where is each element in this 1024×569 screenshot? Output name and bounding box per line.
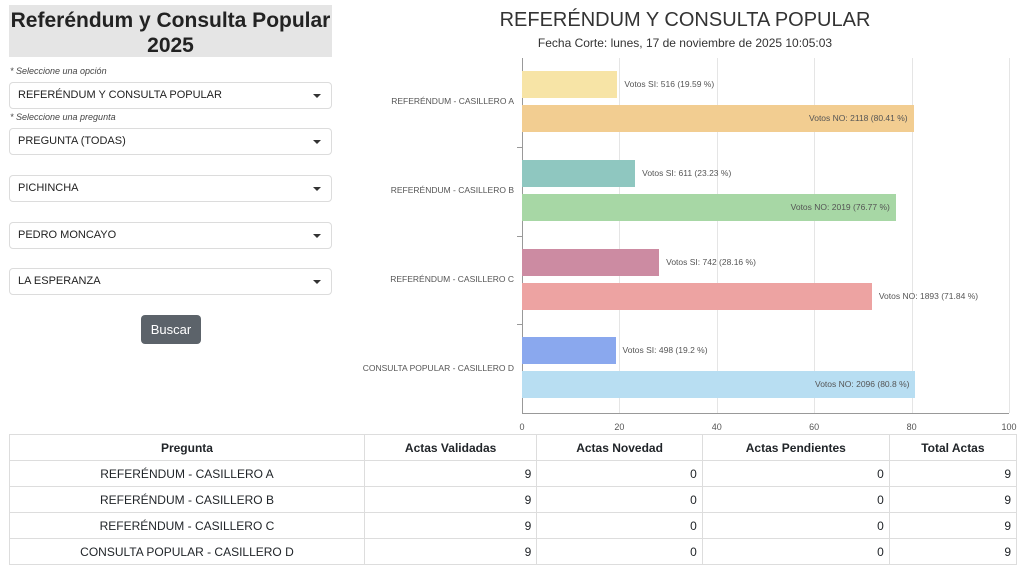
cell-value: 9 bbox=[888, 538, 1018, 565]
chart-title: REFERÉNDUM Y CONSULTA POPULAR bbox=[499, 9, 871, 31]
cell-value: 9 bbox=[363, 486, 538, 513]
bar-label: Votos SI: 516 (19.59 %) bbox=[624, 79, 715, 89]
cell-value: 0 bbox=[536, 538, 703, 565]
cell-value: 9 bbox=[888, 486, 1018, 513]
table-header-row: Pregunta Actas Validadas Actas Novedad Acta… bbox=[9, 434, 1018, 461]
x-tick-label: 80 bbox=[906, 422, 917, 432]
cell-question: CONSULTA POPULAR - CASILLERO D bbox=[9, 538, 365, 565]
bar-no[interactable] bbox=[522, 105, 914, 132]
y-tick bbox=[517, 324, 522, 326]
cell-value: 0 bbox=[701, 538, 890, 565]
parish-select-value: LA ESPERANZA bbox=[18, 275, 101, 287]
category-label: CONSULTA POPULAR - CASILLERO D bbox=[362, 362, 514, 373]
x-tick-label: 100 bbox=[1001, 422, 1017, 432]
bar-label: Votos SI: 742 (28.16 %) bbox=[666, 256, 756, 267]
bar-label: Votos NO: 2118 (80.41 %) bbox=[809, 113, 908, 123]
results-table: Pregunta Actas Validadas Actas Novedad Acta… bbox=[9, 434, 1018, 565]
option-select[interactable]: REFERÉNDUM Y CONSULTA POPULAR bbox=[9, 82, 332, 109]
bar-si[interactable] bbox=[522, 159, 636, 187]
bar-label: Votos NO: 2096 (80.8 %) bbox=[815, 379, 910, 390]
grid-line bbox=[814, 58, 816, 413]
chevron-down-icon bbox=[313, 187, 321, 191]
grid-line bbox=[619, 58, 621, 413]
cell-value: 0 bbox=[536, 486, 703, 513]
bar-label: Votos SI: 611 (23.23 %) bbox=[642, 167, 732, 178]
bar-si[interactable] bbox=[522, 248, 660, 276]
cell-value: 9 bbox=[888, 460, 1018, 487]
province-select[interactable]: PICHINCHA bbox=[9, 175, 332, 202]
cell-question: REFERÉNDUM - CASILLERO A bbox=[9, 460, 365, 487]
cell-value: 9 bbox=[888, 512, 1018, 539]
chevron-down-icon bbox=[313, 280, 321, 284]
option-label: * Seleccione una opción bbox=[10, 66, 107, 76]
canton-select-value: PEDRO MONCAYO bbox=[18, 229, 117, 241]
grid-line bbox=[911, 58, 913, 413]
question-select-value: PREGUNTA (TODAS) bbox=[18, 135, 126, 147]
question-label: * Seleccione una pregunta bbox=[10, 112, 116, 122]
category-label: REFERÉNDUM - CASILLERO A bbox=[391, 96, 514, 107]
bar-no[interactable] bbox=[522, 193, 896, 221]
grid-line bbox=[716, 58, 718, 413]
x-axis bbox=[522, 413, 1009, 414]
grid-line bbox=[1009, 58, 1010, 413]
canton-select[interactable]: PEDRO MONCAYO bbox=[9, 222, 332, 249]
cell-value: 9 bbox=[363, 512, 538, 539]
category-label: REFERÉNDUM - CASILLERO C bbox=[390, 273, 514, 284]
cell-value: 0 bbox=[701, 486, 890, 513]
option-select-value: REFERÉNDUM Y CONSULTA POPULAR bbox=[18, 89, 222, 101]
column-header: Total Actas bbox=[888, 434, 1018, 461]
column-header: Actas Pendientes bbox=[701, 434, 890, 461]
cell-value: 0 bbox=[536, 512, 703, 539]
chart-subtitle: Fecha Corte: lunes, 17 de noviembre de 2… bbox=[537, 36, 833, 50]
cell-question: REFERÉNDUM - CASILLERO C bbox=[9, 512, 365, 539]
bar-label: Votos NO: 2019 (76.77 %) bbox=[790, 201, 890, 212]
x-tick-label: 60 bbox=[809, 422, 820, 432]
bar-label: Votos NO: 1893 (71.84 %) bbox=[878, 290, 979, 301]
category-label: REFERÉNDUM - CASILLERO B bbox=[390, 185, 514, 196]
parish-select[interactable]: LA ESPERANZA bbox=[9, 268, 332, 295]
column-header: Actas Validadas bbox=[363, 434, 538, 461]
question-select[interactable]: PREGUNTA (TODAS) bbox=[9, 128, 332, 155]
y-tick bbox=[517, 235, 522, 237]
x-tick-label: 20 bbox=[614, 422, 625, 432]
cell-value: 9 bbox=[363, 538, 538, 565]
province-select-value: PICHINCHA bbox=[18, 182, 79, 194]
chevron-down-icon bbox=[313, 94, 321, 98]
cell-value: 0 bbox=[701, 512, 890, 539]
bar-si[interactable] bbox=[522, 337, 616, 365]
y-axis bbox=[522, 58, 523, 413]
search-button[interactable]: Buscar bbox=[141, 315, 201, 344]
bar-no[interactable] bbox=[522, 371, 916, 399]
cell-value: 9 bbox=[363, 460, 538, 487]
x-tick-label: 0 bbox=[519, 422, 525, 432]
column-header: Pregunta bbox=[9, 434, 365, 461]
cell-question: REFERÉNDUM - CASILLERO B bbox=[9, 486, 365, 513]
y-tick bbox=[517, 146, 522, 148]
bar-si[interactable] bbox=[522, 71, 618, 98]
bar-chart: 0 20 40 60 80 100 REFERÉNDUM - CASILLERO A Voto… bbox=[362, 58, 1017, 432]
page-title: Referéndum y Consulta Popular 2025 bbox=[9, 5, 332, 57]
cell-value: 0 bbox=[701, 460, 890, 487]
chevron-down-icon bbox=[313, 234, 321, 238]
chevron-down-icon bbox=[313, 140, 321, 144]
column-header: Actas Novedad bbox=[536, 434, 703, 461]
cell-value: 0 bbox=[536, 460, 703, 487]
bar-label: Votos SI: 498 (19.2 %) bbox=[622, 345, 708, 356]
x-tick-label: 40 bbox=[711, 422, 722, 432]
bar-no[interactable] bbox=[522, 282, 872, 310]
